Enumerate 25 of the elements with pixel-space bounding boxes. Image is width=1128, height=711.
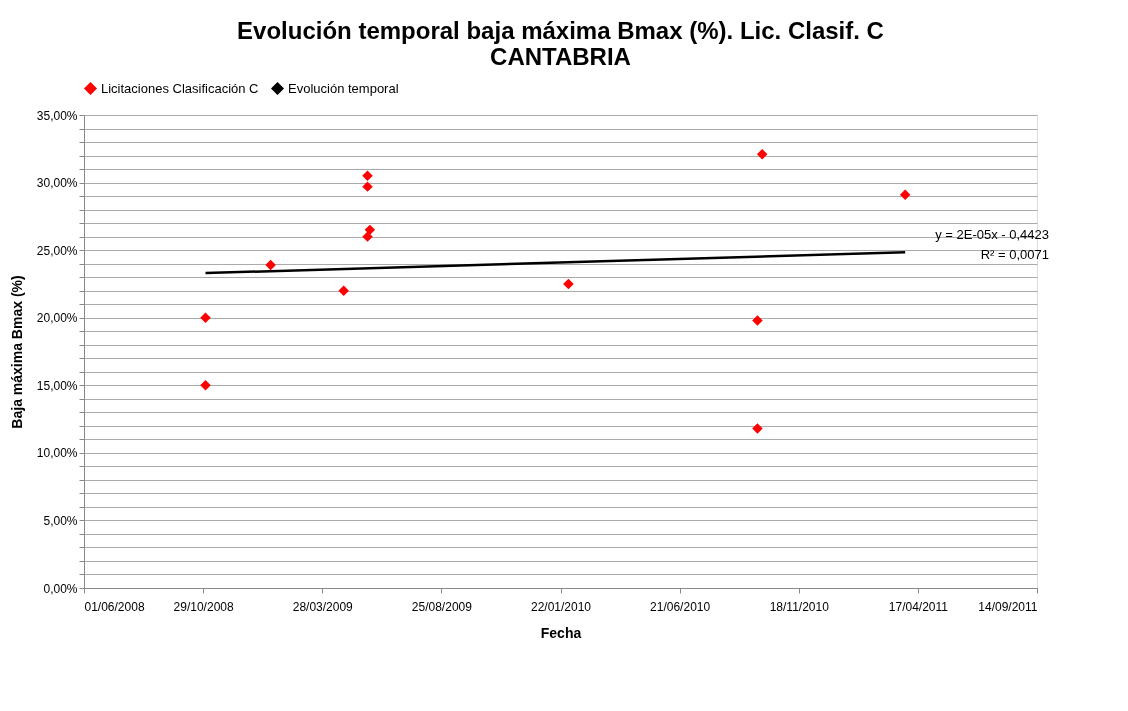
x-tick-label: 25/08/2009: [411, 599, 473, 614]
y-tick-label: 30,00%: [36, 176, 78, 191]
x-tick-label: 22/01/2010: [530, 599, 592, 614]
x-tick-label: 29/10/2008: [173, 599, 234, 614]
text: CANTABRIA: [490, 43, 631, 70]
y-axis-title: Baja máxima Bmax (%): [8, 275, 25, 429]
x-tick-label: 28/03/2009: [292, 599, 354, 614]
y-tick-label: 15,00%: [36, 378, 78, 393]
x-tick-label: 14/09/2011: [978, 599, 1038, 614]
y-tick-label: 0,00%: [43, 581, 78, 596]
text: Evolución temporal baja máxima Bmax (%). Lic. Clasif. C: [237, 17, 884, 44]
x-tick-label: 01/06/2008: [84, 599, 145, 614]
y-tick-label: 10,00%: [36, 446, 78, 461]
annotation: y = 2E-05x - 0,4423: [935, 227, 1049, 242]
y-tick-label: 35,00%: [36, 108, 78, 123]
x-tick-label: 21/06/2010: [650, 599, 711, 614]
y-tick-label: 25,00%: [36, 243, 78, 258]
legend-label: Evolución temporal: [288, 80, 399, 96]
x-axis-title: Fecha: [540, 624, 582, 641]
x-tick-label: 17/04/2011: [888, 599, 949, 614]
y-tick-label: 20,00%: [36, 311, 78, 326]
y-tick-label: 5,00%: [43, 513, 78, 528]
x-tick-label: 18/11/2010: [769, 599, 830, 614]
annotation: R² = 0,0071: [980, 247, 1049, 262]
legend-label: Licitaciones Clasificación C: [101, 80, 259, 96]
